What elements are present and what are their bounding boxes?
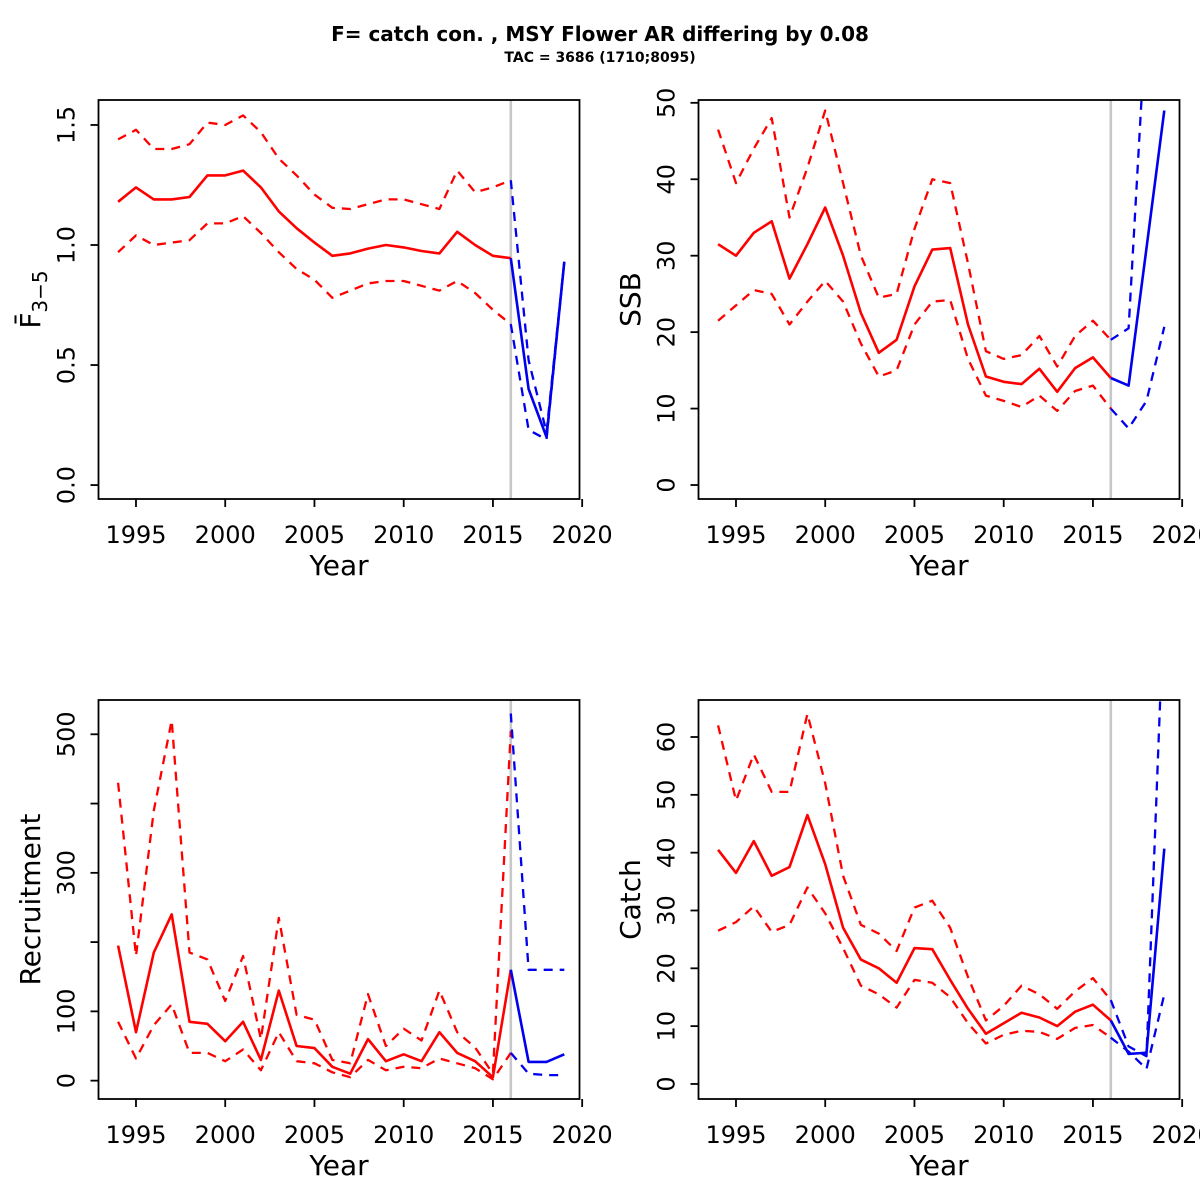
y-axis-tick-label: 20: [653, 317, 681, 348]
forecast-upper-ci-line: [1110, 100, 1143, 341]
y-axis-title: SSB: [614, 272, 647, 327]
y-axis-tick-label: 0: [653, 1076, 681, 1091]
forecast-lower-ci-line: [509, 1052, 565, 1077]
y-axis-tick-label: 30: [653, 895, 681, 926]
x-axis-tick-label: 2010: [373, 521, 434, 549]
x-axis-tick-label: 2000: [795, 1121, 856, 1149]
x-axis-tick-label: 2000: [195, 521, 256, 549]
x-axis-tick-label: 2020: [1152, 521, 1200, 549]
y-axis-tick-label: 0.0: [53, 466, 81, 504]
forecast-lower-ci-line: [1110, 994, 1166, 1071]
plot-box: [697, 99, 1181, 500]
panel-catch-chart: 1995 2000 2005 2010 2015 2020 0 10 20 30 40 50 60 Yea…: [614, 699, 1200, 1182]
y-axis-tick-label: 60: [653, 722, 681, 753]
historical-upper-ci-line: [117, 114, 512, 211]
historical-lower-ci-line: [117, 215, 512, 326]
forecast-median-line: [1110, 110, 1166, 387]
y-axis-title: F̄3−5: [13, 270, 52, 328]
y-axis-tick-label: 300: [53, 850, 81, 896]
y-axis-tick-label: 500: [53, 711, 81, 757]
y-axis-tick-label: 100: [53, 988, 81, 1034]
historical-upper-ci-line: [716, 712, 1112, 1022]
figure-subtitle: TAC = 3686 (1710;8095): [504, 50, 696, 66]
x-axis-tick-label: 2015: [462, 521, 523, 549]
y-axis-title: Recruitment: [14, 813, 47, 985]
y-axis-tick-label: 50: [653, 88, 681, 119]
y-axis-tick-label: 0: [653, 477, 681, 492]
x-axis-tick-label: 2020: [552, 521, 613, 549]
plot-box: [97, 699, 581, 1100]
y-axis-tick-label: 1.0: [53, 226, 81, 264]
historical-upper-ci-line: [717, 109, 1112, 368]
panel-recruitment-chart: 1995 2000 2005 2010 2015 2020 0 100 300 500 Year Re…: [14, 699, 613, 1182]
x-axis-title: Year: [308, 549, 369, 582]
historical-lower-ci-line: [717, 279, 1112, 413]
plot-box: [697, 699, 1181, 1100]
x-axis-tick-label: 2000: [795, 521, 856, 549]
panel-ssb-chart: 1995 2000 2005 2010 2015 2020 0 10 20 30 40 50 Year S…: [614, 88, 1200, 582]
x-axis-tick-label: 1995: [705, 1121, 766, 1149]
x-axis-tick-label: 1995: [105, 1121, 166, 1149]
y-axis-tick-label: 10: [653, 1011, 681, 1042]
x-axis-tick-label: 2005: [884, 1121, 945, 1149]
historical-lower-ci-line: [717, 886, 1112, 1045]
y-axis-tick-label: 40: [653, 837, 681, 868]
panel-f-bar-3-5-chart: 1995 2000 2005 2010 2015 2020 0.0 0.5 1.0 1.5 Year…: [13, 99, 613, 582]
y-axis-tick-label: 40: [653, 164, 681, 195]
x-axis-tick-label: 2005: [284, 1121, 345, 1149]
historical-median-line: [116, 913, 513, 1079]
x-axis-title: Year: [908, 549, 969, 582]
x-axis-tick-label: 2015: [462, 1121, 523, 1149]
forecast-lower-ci-line: [1109, 326, 1166, 430]
y-axis-tick-label: 0: [53, 1073, 81, 1088]
x-axis-tick-label: 1995: [105, 521, 166, 549]
x-axis-tick-label: 2015: [1062, 521, 1123, 549]
forecast-median-line: [1109, 848, 1166, 1056]
x-axis-title: Year: [908, 1149, 969, 1182]
plot-box: [97, 99, 581, 500]
x-axis-tick-label: 2005: [884, 521, 945, 549]
x-axis-tick-label: 2015: [1062, 1121, 1123, 1149]
x-axis-tick-label: 2005: [284, 521, 345, 549]
forecast-upper-ci-line: [509, 180, 566, 434]
y-axis-tick-label: 0.5: [53, 346, 81, 384]
x-axis-tick-label: 2020: [1152, 1121, 1200, 1149]
forecast-upper-ci-line: [1109, 700, 1162, 1058]
y-axis-tick-label: 30: [653, 240, 681, 271]
y-axis-title: Catch: [614, 859, 647, 940]
y-axis-tick-label: 20: [653, 953, 681, 984]
y-axis-tick-label: 10: [653, 393, 681, 424]
x-axis-tick-label: 2000: [195, 1121, 256, 1149]
figure-title: F= catch con. , MSY Flower AR differing …: [331, 22, 869, 46]
forecast-upper-ci-line: [509, 713, 565, 971]
forecast-median-line: [509, 969, 565, 1064]
historical-median-line: [717, 813, 1112, 1036]
x-axis-title: Year: [308, 1149, 369, 1182]
x-axis-tick-label: 1995: [705, 521, 766, 549]
x-axis-tick-label: 2020: [552, 1121, 613, 1149]
historical-median-line: [117, 169, 511, 260]
x-axis-tick-label: 2010: [373, 1121, 434, 1149]
forecast-median-line: [509, 258, 566, 439]
historical-median-line: [717, 206, 1112, 394]
y-axis-tick-label: 50: [653, 780, 681, 811]
x-axis-tick-label: 2010: [973, 1121, 1034, 1149]
y-axis-tick-label: 1.5: [53, 106, 81, 144]
historical-lower-ci-line: [117, 1003, 512, 1081]
historical-upper-ci-line: [116, 719, 512, 1075]
x-axis-tick-label: 2010: [973, 521, 1034, 549]
